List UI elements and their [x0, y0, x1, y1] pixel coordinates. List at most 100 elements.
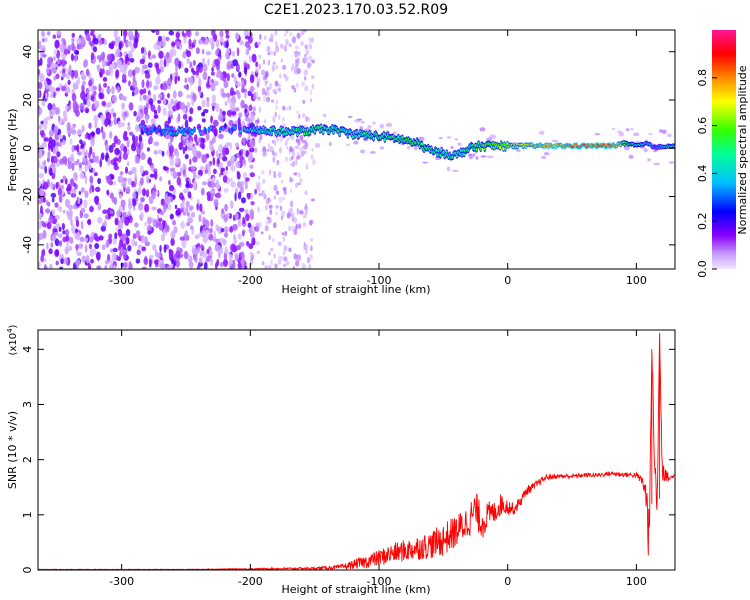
signal-core [383, 137, 386, 142]
noise-speck [93, 172, 98, 177]
noise-speck [248, 38, 253, 43]
noise-speck [158, 217, 163, 222]
noise-speck [242, 216, 246, 225]
noise-speck [662, 129, 667, 135]
noise-speck [152, 218, 157, 228]
noise-speck [216, 150, 219, 158]
noise-speck [236, 171, 241, 180]
noise-speck [105, 239, 110, 248]
noise-speck [245, 177, 250, 182]
noise-speck [46, 31, 51, 36]
noise-speck [475, 156, 479, 160]
noise-speck [289, 178, 294, 183]
noise-speck [123, 145, 128, 154]
noise-speck [273, 222, 277, 229]
noise-speck [294, 145, 299, 149]
noise-speck [231, 111, 237, 116]
noise-speck [250, 225, 254, 231]
noise-speck [128, 80, 131, 87]
noise-speck [653, 162, 661, 166]
noise-speck [145, 116, 149, 124]
noise-speck [141, 266, 147, 269]
noise-speck [446, 166, 451, 172]
noise-speck [278, 83, 281, 87]
signal-core [475, 147, 478, 152]
noise-speck [199, 90, 202, 96]
noise-speck [132, 206, 136, 211]
noise-speck [267, 143, 271, 149]
signal-core [169, 131, 172, 135]
noise-speck [294, 53, 298, 58]
noise-speck [84, 175, 88, 185]
noise-speck [249, 85, 255, 93]
noise-speck [302, 144, 308, 150]
noise-speck [85, 108, 89, 114]
noise-speck [114, 232, 118, 240]
noise-speck [202, 71, 208, 81]
noise-speck [222, 147, 227, 157]
noise-speck [211, 79, 214, 84]
noise-speck [186, 58, 190, 64]
noise-speck [611, 127, 616, 131]
noise-speck [98, 235, 104, 241]
noise-speck [225, 166, 228, 171]
noise-speck [311, 83, 315, 90]
noise-speck [180, 207, 184, 213]
noise-speck [88, 86, 94, 92]
snr-ytick-label: 3 [21, 401, 34, 408]
noise-speck [50, 62, 55, 69]
noise-speck [294, 45, 300, 50]
noise-speck [45, 92, 48, 100]
noise-speck [217, 158, 220, 165]
noise-speck [123, 67, 127, 75]
noise-speck [235, 161, 241, 169]
noise-speck [114, 217, 119, 226]
noise-speck [160, 233, 165, 242]
signal-core [322, 130, 325, 134]
noise-speck [193, 39, 197, 45]
noise-speck [295, 260, 300, 267]
noise-speck [304, 208, 308, 216]
noise-speck [150, 118, 156, 125]
noise-speck [38, 233, 41, 242]
noise-speck [52, 34, 56, 39]
noise-speck [152, 244, 157, 251]
noise-speck [288, 226, 291, 231]
noise-speck [215, 192, 222, 199]
noise-speck [267, 59, 271, 66]
noise-speck [44, 37, 48, 43]
noise-speck [80, 150, 84, 156]
noise-speck [282, 64, 287, 70]
noise-speck [281, 210, 286, 217]
noise-speck [81, 255, 87, 263]
noise-speck [184, 145, 188, 152]
noise-speck [188, 38, 192, 48]
snr-series-line [38, 332, 675, 570]
noise-speck [56, 30, 62, 37]
noise-speck [295, 82, 299, 88]
noise-speck [299, 146, 304, 153]
noise-speck [50, 181, 54, 189]
spectrogram-ytick-label: -20 [21, 188, 34, 206]
noise-speck [182, 163, 186, 170]
noise-speck [181, 199, 185, 206]
noise-speck [135, 258, 141, 264]
noise-speck [101, 244, 106, 251]
noise-speck [61, 72, 67, 78]
noise-speck [129, 131, 134, 136]
noise-speck [190, 165, 196, 171]
noise-speck [237, 182, 242, 188]
noise-speck [62, 117, 66, 124]
noise-speck [218, 144, 223, 153]
signal-core [499, 145, 502, 150]
noise-speck [166, 265, 170, 269]
noise-speck [148, 135, 153, 145]
noise-speck [80, 220, 84, 230]
noise-speck [183, 188, 189, 194]
noise-speck [61, 222, 65, 231]
snr-scale-close: ) [8, 324, 19, 328]
noise-speck [219, 36, 224, 43]
noise-speck [359, 126, 364, 130]
noise-speck [142, 88, 147, 94]
noise-speck [245, 150, 250, 158]
